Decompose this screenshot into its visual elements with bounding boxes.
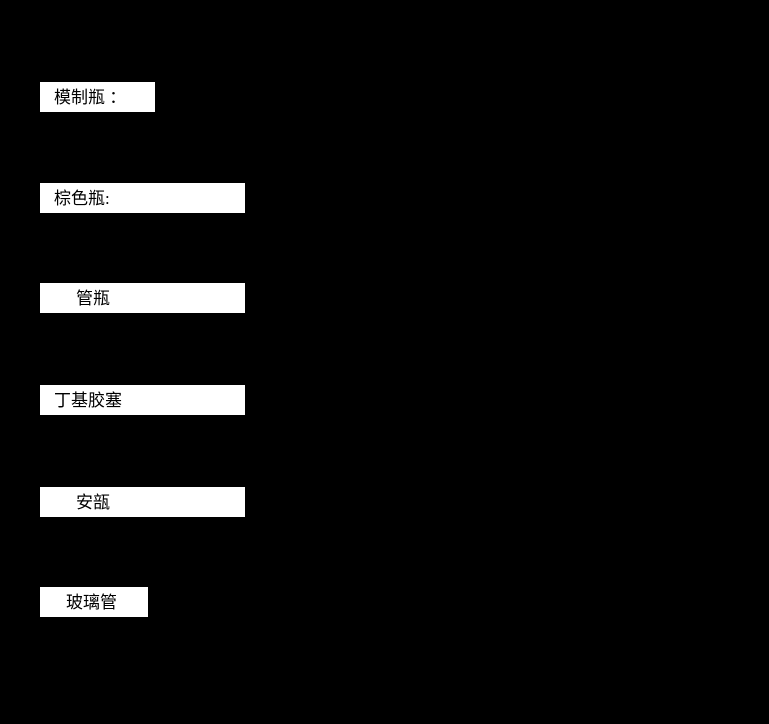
label-text: 棕色瓶: <box>54 190 110 207</box>
label-brown-bottle: 棕色瓶: <box>40 183 245 213</box>
label-text: 模制瓶 ： <box>54 89 126 106</box>
label-text: 丁基胶塞 <box>54 392 122 409</box>
label-butyl-stopper: 丁基胶塞 <box>40 385 245 415</box>
label-tube-bottle: 管瓶 <box>40 283 245 313</box>
label-glass-tube: 玻璃管 <box>40 587 148 617</box>
label-ampoule: 安瓿 <box>40 487 245 517</box>
label-text: 管瓶 <box>76 290 110 307</box>
label-text: 安瓿 <box>76 494 110 511</box>
label-molded-bottle: 模制瓶 ： <box>40 82 155 112</box>
label-text: 玻璃管 <box>66 594 117 611</box>
